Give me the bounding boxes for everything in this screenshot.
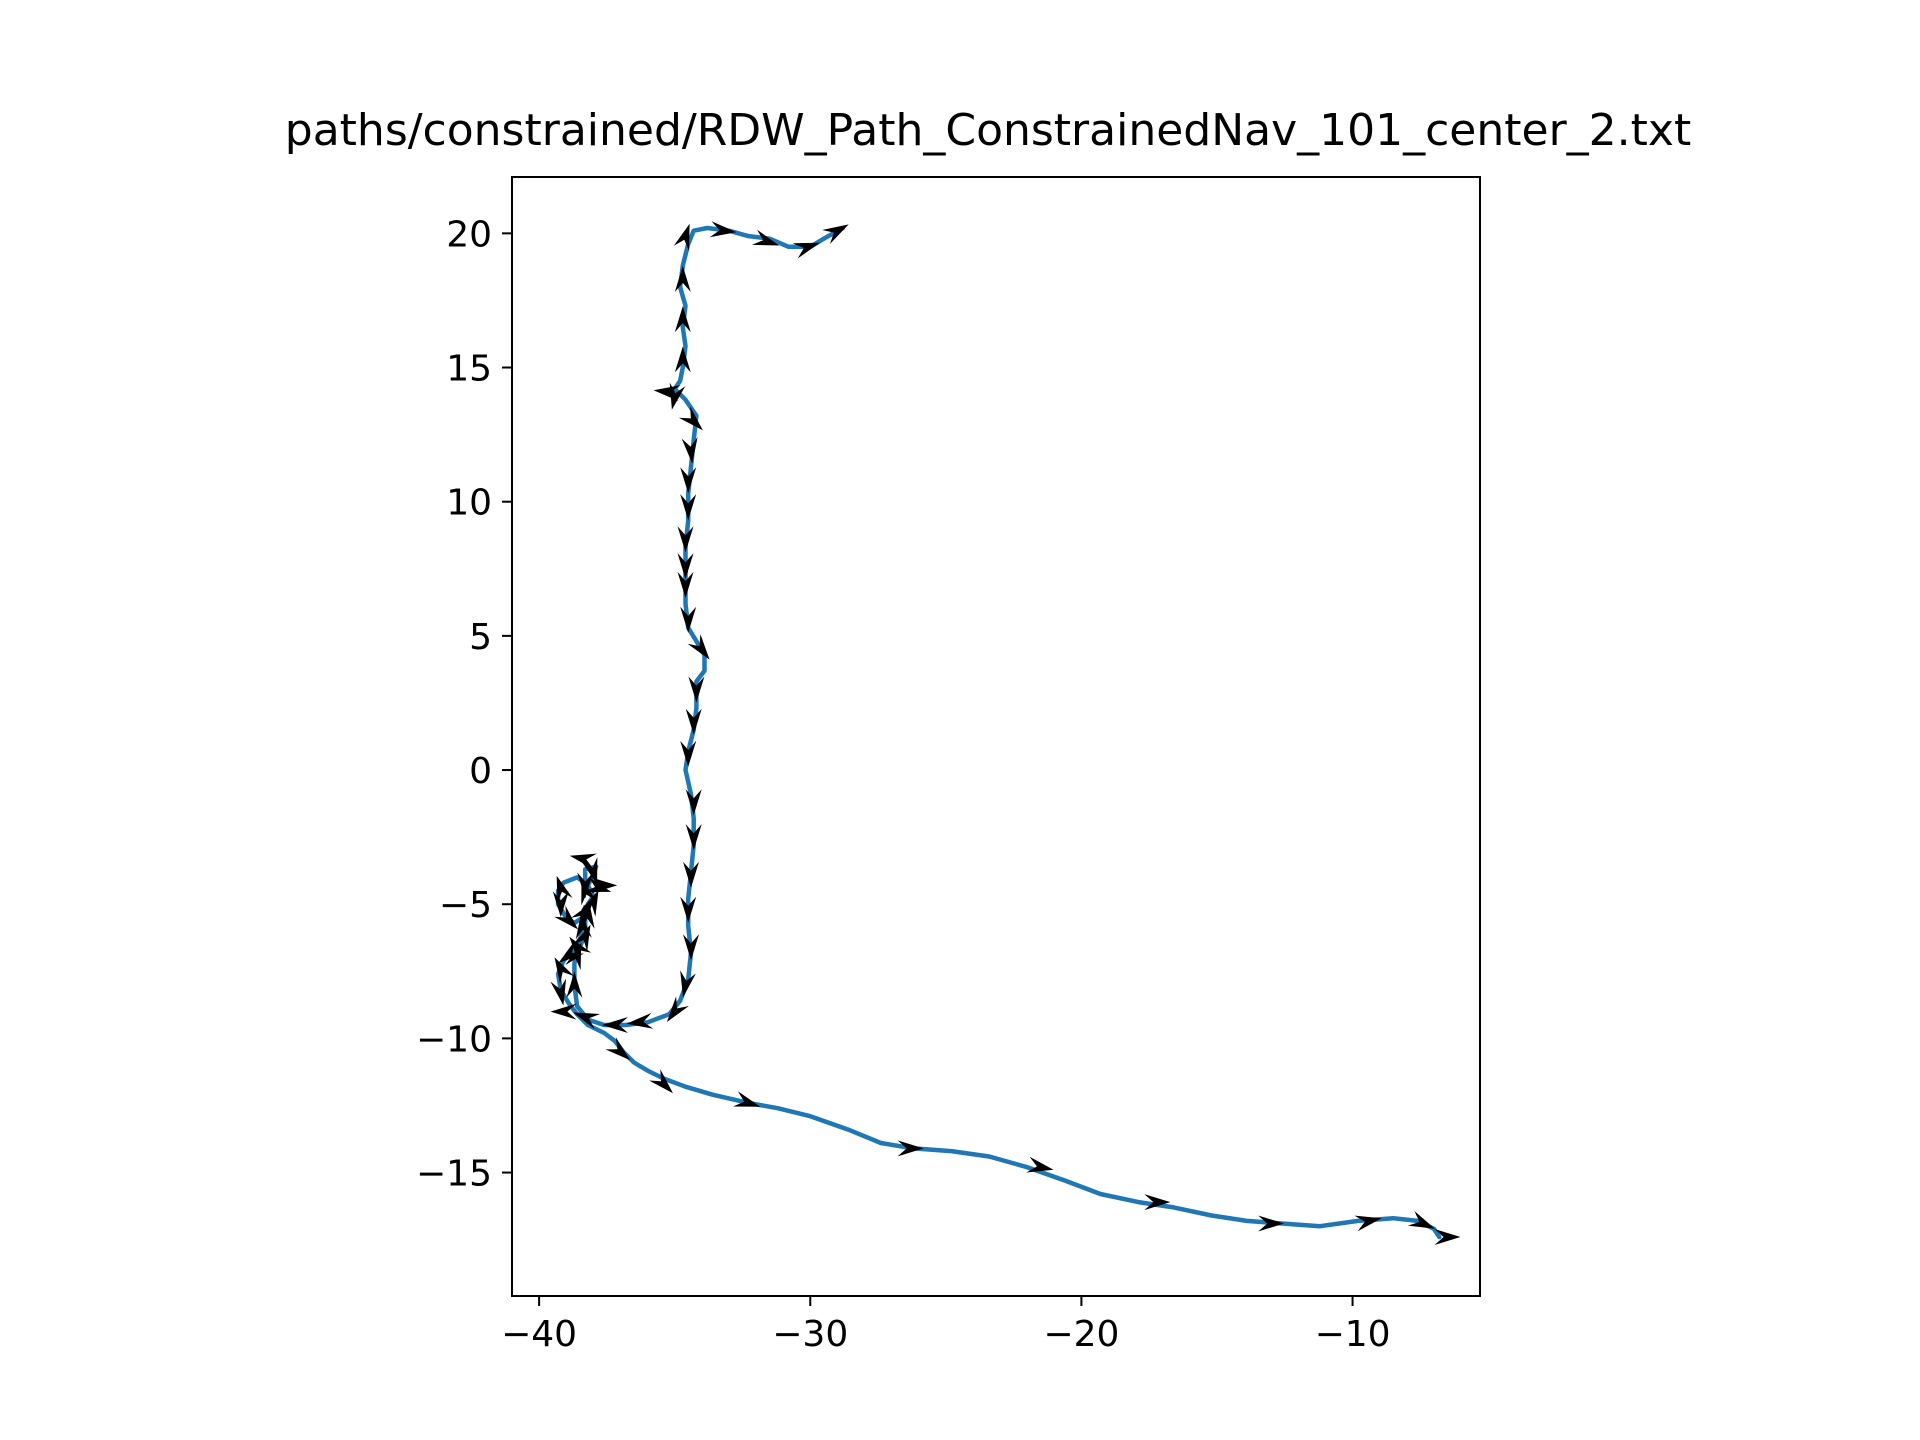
direction-arrow <box>678 406 703 431</box>
direction-arrow <box>573 1012 601 1029</box>
direction-arrow <box>552 891 569 918</box>
direction-arrow <box>626 1012 654 1029</box>
direction-arrow <box>687 634 710 660</box>
direction-arrow <box>897 1140 924 1157</box>
direction-arrow <box>681 437 698 464</box>
direction-arrow <box>1434 1229 1461 1245</box>
direction-arrow <box>677 571 694 598</box>
direction-arrow <box>577 872 594 899</box>
direction-arrows <box>550 221 1461 1245</box>
x-tick-label: −30 <box>772 1314 848 1355</box>
direction-arrow <box>677 553 694 580</box>
direction-arrow <box>688 676 705 703</box>
y-tick-label: 5 <box>469 617 492 658</box>
direction-arrow <box>550 1003 577 1020</box>
direction-arrow <box>669 382 686 410</box>
y-tick-label: 10 <box>446 483 492 524</box>
direction-arrow <box>680 494 697 521</box>
chart-title: paths/constrained/RDW_Path_ConstrainedNa… <box>285 105 1691 156</box>
y-tick-label: −10 <box>416 1019 492 1060</box>
direction-arrow <box>680 740 697 767</box>
direction-arrow <box>602 1017 628 1033</box>
direction-arrow <box>709 221 737 238</box>
direction-arrow <box>1407 1211 1435 1229</box>
direction-arrow <box>733 1091 761 1107</box>
plot-area <box>550 221 1461 1245</box>
direction-arrow <box>674 306 691 333</box>
direction-arrow <box>580 889 599 917</box>
direction-arrow <box>792 242 820 259</box>
direction-arrow <box>566 971 583 998</box>
direction-arrow <box>674 346 691 373</box>
direction-arrow <box>649 1069 673 1094</box>
x-tick-label: −10 <box>1315 1314 1391 1355</box>
direction-arrow <box>822 224 849 244</box>
direction-arrow <box>680 606 697 633</box>
direction-arrow <box>569 853 597 870</box>
direction-arrow <box>1144 1194 1171 1211</box>
direction-arrow <box>683 861 699 888</box>
direction-arrow <box>1354 1215 1382 1232</box>
direction-arrow <box>685 824 702 851</box>
direction-arrow <box>558 941 585 963</box>
y-tick-label: 0 <box>469 751 492 792</box>
direction-arrow <box>581 857 598 885</box>
y-tick-label: 15 <box>446 349 492 390</box>
y-axis: −15 −10 −5 0 5 10 15 20 <box>416 214 512 1195</box>
axes-frame <box>511 176 1481 1297</box>
direction-arrow <box>680 896 697 923</box>
direction-arrow <box>1026 1156 1054 1173</box>
direction-arrow <box>569 936 592 963</box>
x-tick-label: −20 <box>1043 1314 1119 1355</box>
direction-arrow <box>591 877 618 894</box>
direction-arrow <box>666 996 689 1022</box>
direction-arrow <box>605 1037 631 1061</box>
x-tick-label: −40 <box>501 1314 577 1355</box>
direction-arrow <box>550 978 567 1006</box>
direction-arrow <box>680 970 696 998</box>
series-line <box>555 225 1442 1240</box>
direction-arrow <box>673 223 690 251</box>
direction-arrow <box>575 912 592 940</box>
direction-arrow <box>1258 1215 1285 1232</box>
x-axis: −40 −30 −20 −10 <box>501 1296 1391 1355</box>
direction-arrow <box>674 266 691 292</box>
direction-arrow <box>685 708 702 735</box>
direction-arrow <box>683 934 699 961</box>
direction-arrow <box>556 875 573 903</box>
direction-arrow <box>680 467 697 494</box>
direction-arrow <box>677 526 694 553</box>
direction-arrow <box>685 789 702 816</box>
direction-arrow <box>554 957 575 984</box>
y-tick-label: 20 <box>446 214 492 255</box>
direction-arrow <box>752 229 780 246</box>
direction-arrow <box>554 905 579 930</box>
y-tick-label: −5 <box>439 885 492 926</box>
y-tick-label: −15 <box>416 1154 492 1195</box>
